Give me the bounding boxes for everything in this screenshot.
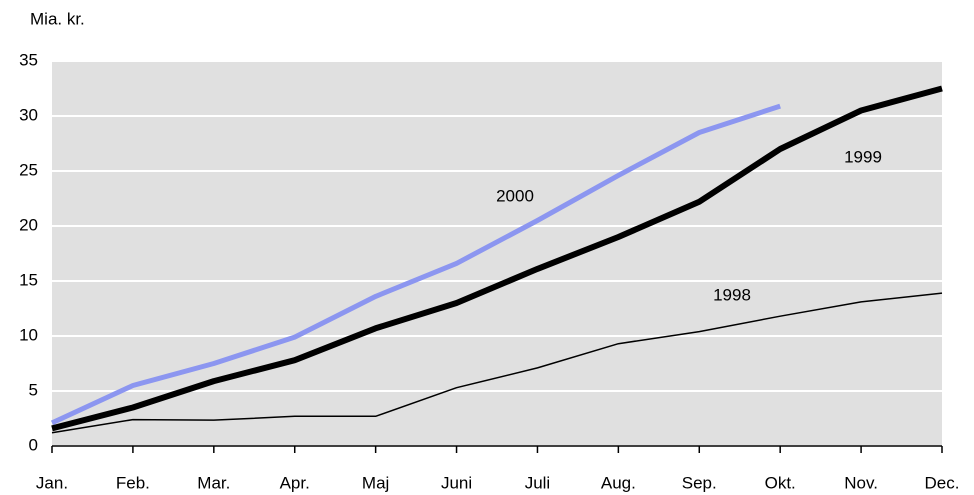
x-tick-label: Okt. — [765, 473, 796, 492]
x-tick-label: Apr. — [280, 473, 310, 492]
y-tick-label: 10 — [19, 325, 38, 344]
y-tick-label: 20 — [19, 215, 38, 234]
y-tick-label: 15 — [19, 270, 38, 289]
y-tick-label: 35 — [19, 50, 38, 69]
x-tick-label: Sep. — [682, 473, 717, 492]
series-line — [51, 85, 943, 432]
series-line — [50, 103, 781, 426]
y-axis-label: Mia. kr. — [30, 9, 85, 28]
x-tick-label: Jan. — [36, 473, 68, 492]
x-tick-label: Mar. — [197, 473, 230, 492]
x-tick-label: Feb. — [116, 473, 150, 492]
x-tick-label: Juni — [441, 473, 472, 492]
x-tick-label: Juli — [525, 473, 551, 492]
series-label: 2000 — [496, 186, 534, 205]
y-tick-label: 25 — [19, 160, 38, 179]
y-tick-label: 5 — [29, 380, 38, 399]
plot-background — [52, 61, 942, 446]
series-line — [51, 292, 943, 434]
x-tick-label: Maj — [362, 473, 389, 492]
y-tick-label: 30 — [19, 105, 38, 124]
x-tick-label: Nov. — [844, 473, 878, 492]
series-label: 1999 — [844, 147, 882, 166]
y-tick-label: 0 — [29, 435, 38, 454]
x-tick-label: Dec. — [925, 473, 960, 492]
x-tick-label: Aug. — [601, 473, 636, 492]
series-label: 1998 — [713, 285, 751, 304]
